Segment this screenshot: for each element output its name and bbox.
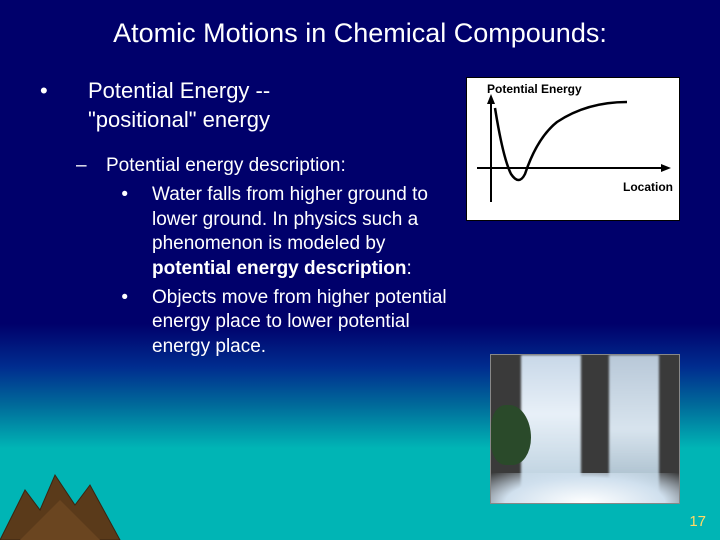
dash-mark: – xyxy=(40,154,76,179)
text-column: • Potential Energy -- "positional" energ… xyxy=(40,77,466,360)
waterfall-foam xyxy=(491,473,679,503)
sub-bullet: – Potential energy description: xyxy=(40,154,456,179)
main-bullet: • Potential Energy -- "positional" energ… xyxy=(40,77,456,134)
waterfall-image xyxy=(490,354,680,504)
dot-mark: • xyxy=(40,183,152,282)
potential-energy-chart: Potential Energy Location xyxy=(466,77,680,221)
chart-y-axis-label: Potential Energy xyxy=(487,82,582,96)
main-bullet-text: Potential Energy -- "positional" energy xyxy=(88,77,270,134)
chart-x-axis-label: Location xyxy=(623,180,673,194)
point-1: • Water falls from higher ground to lowe… xyxy=(40,183,456,282)
chart-column: Potential Energy Location xyxy=(466,77,680,360)
page-number: 17 xyxy=(689,513,706,530)
chart-svg xyxy=(467,78,681,222)
sub-bullet-text: Potential energy description: xyxy=(76,154,346,179)
x-axis-arrow-icon xyxy=(661,164,671,172)
point-2: • Objects move from higher potential ene… xyxy=(40,286,456,360)
point-1-text: Water falls from higher ground to lower … xyxy=(152,183,456,282)
point-2-text: Objects move from higher potential energ… xyxy=(152,286,456,360)
content-area: • Potential Energy -- "positional" energ… xyxy=(0,49,720,360)
dot-mark: • xyxy=(40,286,152,360)
mountain-decoration xyxy=(0,450,200,540)
slide-title: Atomic Motions in Chemical Compounds: xyxy=(0,0,720,49)
bullet-mark: • xyxy=(40,77,88,134)
